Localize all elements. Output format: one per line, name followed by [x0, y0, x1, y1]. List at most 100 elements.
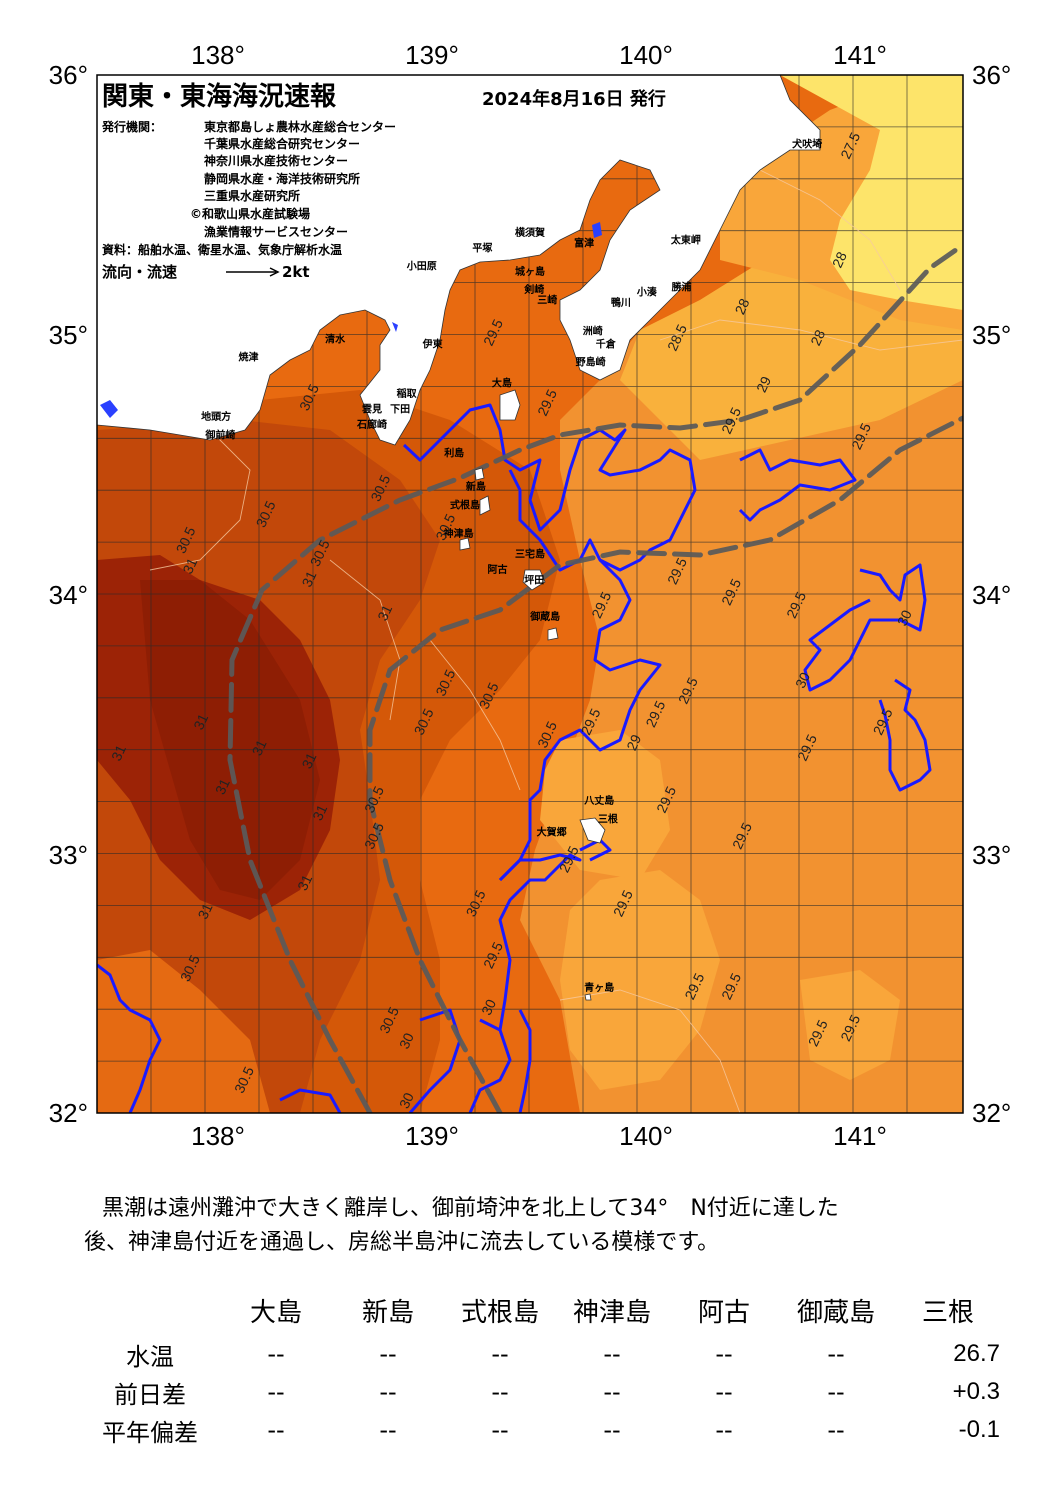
- isotherm-label: 31: [309, 802, 330, 823]
- issue-date: 2024年8月16日 発行: [482, 88, 666, 110]
- place-label: 千倉: [596, 338, 617, 351]
- lat-label-33: 33°: [49, 840, 88, 870]
- table-row: 平年偏差 -- -- -- -- -- -- -0.1: [80, 1411, 1004, 1449]
- place-label: 焼津: [239, 351, 259, 364]
- map-frame: [96, 74, 964, 1114]
- station-header-row: 大島 新島 式根島 神津島 阿古 御蔵島 三根: [80, 1292, 1004, 1335]
- isotherm-label: 29: [753, 374, 774, 395]
- lon-label-140-bottom: 140°: [619, 1121, 673, 1151]
- zone-orange-sw: [97, 950, 270, 1113]
- place-label: 雲見: [362, 403, 382, 415]
- place-label: 利島: [444, 447, 464, 460]
- place-label: 御蔵島: [529, 610, 560, 623]
- isotherm-label: 30: [894, 607, 915, 628]
- place-label: 小田原: [406, 260, 437, 273]
- land: [97, 75, 821, 1001]
- kuroshio-axis: [227, 242, 963, 1113]
- lon-label-139-bottom: 139°: [405, 1121, 459, 1151]
- station-col-5: 御蔵島: [796, 1298, 875, 1328]
- lat-label-36-right: 36°: [972, 60, 1011, 90]
- table-cell: --: [379, 1416, 397, 1444]
- summary-text: 黒潮は遠州灘沖で大きく離岸し、御前埼沖を北上して34° N付近に達した 後、神津…: [84, 1192, 984, 1260]
- table-cell: --: [491, 1340, 509, 1368]
- isotherm-label: 31: [249, 737, 270, 758]
- table-cell: --: [715, 1378, 733, 1406]
- table-cell: --: [715, 1340, 733, 1368]
- table-cell: --: [603, 1416, 621, 1444]
- row-label-anomaly: 平年偏差: [102, 1418, 198, 1447]
- place-label: 八丈島: [583, 794, 614, 807]
- place-label: 下田: [390, 403, 410, 415]
- isotherm-label: 30: [396, 1030, 417, 1051]
- place-label: 地頭方: [201, 410, 231, 423]
- minor-isotherms: [149, 169, 963, 1113]
- credit-line-4: 三重県水産研究所: [204, 188, 300, 203]
- place-label: 石廊崎: [356, 418, 387, 431]
- legend-speed: 2kt: [282, 263, 310, 281]
- zone-light-5: [540, 730, 670, 880]
- isotherm-label: 28: [731, 296, 752, 317]
- lat-label-33-right: 33°: [972, 840, 1011, 870]
- isotherm-label: 30: [396, 1090, 417, 1111]
- place-label: 太東岬: [670, 234, 701, 247]
- isotherm-label: 31: [374, 602, 395, 623]
- zone-light-3: [560, 870, 720, 1090]
- row-label-temp: 水温: [126, 1342, 174, 1371]
- credits-label: 発行機関：: [101, 119, 162, 134]
- lat-label-34: 34°: [49, 580, 88, 610]
- station-col-6: 三根: [921, 1298, 974, 1328]
- temperature-field: [97, 75, 963, 1113]
- isotherm-label: 30: [478, 996, 499, 1017]
- table-cell: --: [715, 1416, 733, 1444]
- table-cell: --: [267, 1340, 285, 1368]
- credit-line-3: 静岡県水産・海洋技術研究所: [204, 171, 360, 186]
- lon-label-138-bottom: 138°: [191, 1121, 245, 1151]
- place-label: 鴨川: [611, 296, 631, 309]
- table-cell: --: [379, 1340, 397, 1368]
- table-cell: --: [267, 1416, 285, 1444]
- station-col-1: 新島: [361, 1298, 414, 1328]
- place-label: 富津: [574, 236, 594, 249]
- lon-label-141: 141°: [833, 40, 887, 70]
- grid-lines: [97, 75, 963, 1113]
- table-cell: --: [603, 1378, 621, 1406]
- lat-label-36: 36°: [49, 60, 88, 90]
- place-label: 新島: [466, 480, 486, 493]
- lat-label-32-right: 32°: [972, 1098, 1011, 1128]
- lon-label-140: 140°: [619, 40, 673, 70]
- table-row: 前日差 -- -- -- -- -- -- +0.3: [80, 1373, 1004, 1411]
- station-table: 大島 新島 式根島 神津島 阿古 御蔵島 三根 水温 -- -- -- -- -…: [80, 1292, 1004, 1449]
- place-label: 城ヶ島: [515, 265, 545, 278]
- credit-line-0: 東京都島しょ農林水産総合センター: [204, 119, 396, 134]
- isotherm-label: 29: [623, 732, 644, 753]
- isotherm-label: 31: [190, 711, 211, 732]
- blue-water-marks: [100, 222, 602, 418]
- station-col-0: 大島: [249, 1298, 302, 1328]
- isotherm-label: 28: [807, 327, 828, 348]
- summary-line-1: 黒潮は遠州灘沖で大きく離岸し、御前埼沖を北上して34° N付近に達した: [102, 1196, 839, 1221]
- isotherm-label: 31: [179, 555, 200, 576]
- place-label: 阿古: [488, 563, 508, 576]
- place-label: 横須賀: [515, 226, 545, 239]
- table-cell: +0.3: [952, 1378, 1000, 1405]
- table-cell: --: [267, 1378, 285, 1406]
- lon-label-141-bottom: 141°: [833, 1121, 887, 1151]
- credit-line-1: 千葉県水産総合研究センター: [204, 136, 360, 151]
- place-label: 伊東: [422, 338, 443, 351]
- table-row: 水温 -- -- -- -- -- -- 26.7: [80, 1335, 1004, 1373]
- isotherm-label: 31: [195, 900, 216, 921]
- legend-arrow-head: [269, 267, 280, 277]
- map-header: 関東・東海海況速報 2024年8月16日 発行 発行機関： 東京都島しょ農林水産…: [101, 82, 666, 281]
- credits-block: 発行機関： 東京都島しょ農林水産総合センター 千葉県水産総合研究センター 神奈川…: [101, 119, 396, 257]
- lat-label-35: 35°: [49, 320, 88, 350]
- place-label: 青ヶ島: [584, 981, 614, 994]
- station-col-3: 神津島: [572, 1298, 651, 1328]
- lat-label-35-right: 35°: [972, 320, 1011, 350]
- isotherm-label: 30: [792, 669, 813, 690]
- credit-line-5: ©和歌山県水産試験場: [190, 206, 310, 221]
- place-label: 御前崎: [204, 428, 235, 441]
- isotherm-label: 31: [294, 872, 315, 893]
- lat-label-32: 32°: [49, 1098, 88, 1128]
- place-label: 大賀郷: [537, 825, 567, 838]
